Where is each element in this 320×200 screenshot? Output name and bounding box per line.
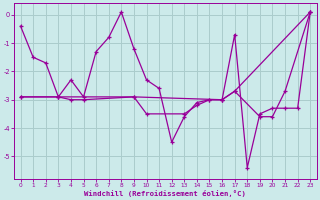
X-axis label: Windchill (Refroidissement éolien,°C): Windchill (Refroidissement éolien,°C) bbox=[84, 190, 246, 197]
